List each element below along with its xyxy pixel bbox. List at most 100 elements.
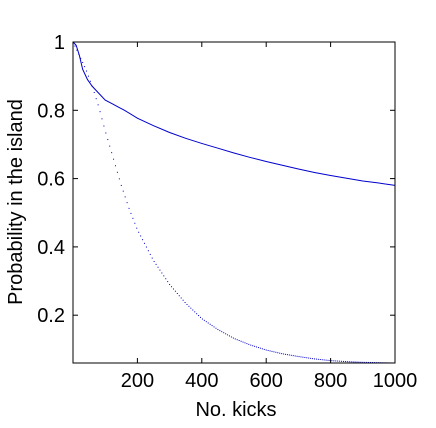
data-point	[118, 178, 120, 180]
data-point	[101, 118, 103, 120]
data-point	[342, 360, 344, 362]
data-point	[275, 351, 277, 353]
data-point	[331, 360, 333, 362]
data-point	[209, 323, 211, 325]
data-point	[240, 340, 242, 342]
data-point	[192, 309, 194, 311]
data-point	[341, 360, 343, 362]
data-point	[354, 361, 356, 363]
data-point	[97, 104, 99, 106]
data-point	[196, 313, 198, 315]
data-point	[76, 49, 78, 51]
data-point	[296, 355, 298, 357]
data-point	[169, 283, 171, 285]
data-point	[244, 342, 246, 344]
data-point	[147, 250, 149, 252]
data-point	[259, 347, 261, 349]
data-point	[172, 288, 174, 290]
data-point	[184, 301, 186, 303]
data-point	[200, 316, 202, 318]
data-point	[335, 360, 337, 362]
data-point	[89, 80, 91, 82]
data-point	[257, 347, 259, 349]
data-point	[304, 356, 306, 358]
data-point	[163, 275, 165, 277]
x-tick-label: 1000	[373, 370, 418, 392]
data-point	[242, 341, 244, 343]
data-point	[87, 75, 89, 77]
data-point	[360, 361, 362, 363]
y-tick-label: 0.6	[37, 169, 65, 191]
data-point	[78, 53, 80, 55]
data-point	[126, 202, 128, 204]
data-point	[171, 286, 173, 288]
data-point	[143, 242, 145, 244]
plot-area	[72, 41, 396, 364]
data-point	[91, 85, 93, 87]
data-point	[149, 253, 151, 255]
data-point	[130, 212, 132, 214]
data-point	[145, 246, 147, 248]
data-point	[236, 339, 238, 341]
data-point	[116, 171, 118, 173]
data-point	[207, 322, 209, 324]
data-point	[279, 352, 281, 354]
data-point	[368, 361, 370, 363]
data-point	[151, 257, 153, 259]
data-point	[323, 359, 325, 361]
data-point	[203, 319, 205, 321]
x-axis-label: No. kicks	[195, 399, 276, 421]
data-point	[269, 350, 271, 352]
data-point	[271, 350, 273, 352]
y-axis-label: Probability in the island	[5, 99, 27, 305]
data-point	[283, 353, 285, 355]
y-tick-label: 0.4	[37, 237, 65, 259]
data-point	[346, 361, 348, 363]
data-point	[198, 315, 200, 317]
data-point	[227, 334, 229, 336]
data-point	[103, 125, 105, 127]
axes-frame	[72, 41, 396, 364]
data-point	[319, 359, 321, 361]
data-point	[306, 357, 308, 359]
data-point	[273, 351, 275, 353]
data-point	[115, 165, 116, 167]
data-point	[182, 299, 184, 301]
data-point	[329, 360, 331, 362]
data-point	[317, 358, 319, 360]
data-point	[186, 303, 188, 305]
data-point	[333, 360, 335, 362]
data-point	[105, 132, 107, 134]
data-point	[308, 357, 310, 359]
data-point	[228, 335, 230, 337]
data-point	[74, 45, 76, 47]
data-point	[138, 231, 140, 233]
data-point	[281, 353, 283, 355]
data-point	[155, 263, 157, 265]
series-dotted	[72, 41, 395, 364]
y-tick-label: 1	[54, 32, 65, 54]
data-point	[93, 92, 95, 94]
data-point	[230, 336, 232, 338]
y-tick-label: 0.2	[37, 305, 65, 327]
data-point	[234, 338, 236, 340]
data-point	[140, 235, 142, 237]
data-point	[82, 61, 84, 63]
data-point	[344, 361, 346, 363]
data-point	[294, 355, 296, 357]
data-point	[358, 361, 360, 363]
data-point	[348, 361, 350, 363]
data-point	[288, 354, 290, 356]
data-point	[201, 318, 203, 320]
data-point	[136, 227, 138, 229]
data-point	[350, 361, 352, 363]
data-point	[157, 266, 159, 268]
data-point	[312, 358, 314, 360]
data-point	[339, 360, 341, 362]
data-point	[211, 325, 213, 327]
data-point	[213, 326, 215, 328]
data-point	[219, 330, 221, 332]
data-point	[109, 145, 111, 147]
data-point	[221, 331, 223, 333]
